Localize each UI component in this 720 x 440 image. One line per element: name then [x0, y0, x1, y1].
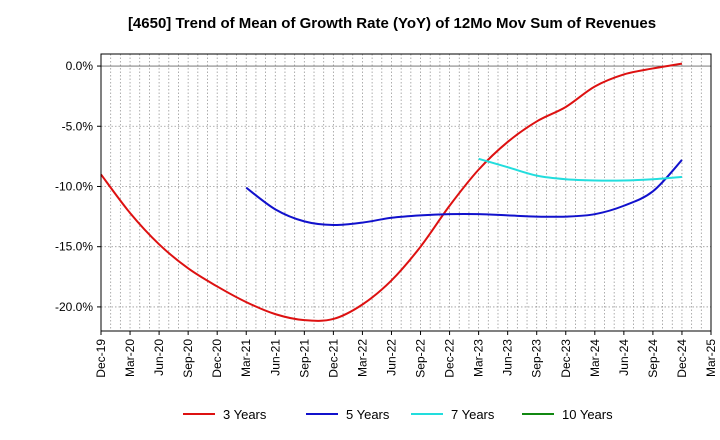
chart-title: [4650] Trend of Mean of Growth Rate (YoY… — [128, 15, 656, 32]
legend-label-7-years: 7 Years — [451, 407, 495, 422]
x-tick-label: Jun-21 — [268, 339, 282, 376]
grid-layer — [101, 54, 711, 331]
legend-label-3-years: 3 Years — [223, 407, 267, 422]
series-layer — [100, 62, 683, 322]
x-tick-label: Jun-23 — [501, 339, 515, 376]
x-tick-label: Jun-20 — [152, 339, 166, 376]
x-tick-label: Mar-25 — [704, 339, 718, 377]
series-line-3-years — [100, 62, 683, 322]
x-tick-label: Sep-21 — [297, 339, 311, 378]
y-tick-label: -15.0% — [55, 240, 93, 254]
y-tick-label: -5.0% — [62, 119, 94, 133]
x-tick-label: Sep-20 — [181, 339, 195, 378]
y-tick-label: 0.0% — [66, 59, 94, 73]
x-tick-label: Sep-22 — [414, 339, 428, 378]
y-tick-label: -20.0% — [55, 300, 93, 314]
legend: 3 Years 5 Years 7 Years 10 Years — [183, 407, 613, 422]
series-line-7-years — [478, 157, 683, 182]
x-tick-label: Mar-22 — [355, 339, 369, 377]
x-tick-label: Dec-24 — [675, 339, 689, 378]
x-tick-label: Mar-24 — [588, 339, 602, 377]
legend-label-10-years: 10 Years — [562, 407, 613, 422]
x-tick-label: Jun-24 — [617, 339, 631, 376]
x-tick-label: Jun-22 — [384, 339, 398, 376]
legend-label-5-years: 5 Years — [346, 407, 390, 422]
x-tick-label: Mar-23 — [472, 339, 486, 377]
plot-frame — [100, 53, 712, 332]
x-axis: Dec-19 Mar-20 Jun-20 Sep-20 Dec-20 Mar-21 Jun-… — [94, 331, 718, 378]
x-tick-label: Dec-20 — [210, 339, 224, 378]
x-tick-label: Sep-23 — [530, 339, 544, 378]
y-tick-label: -10.0% — [55, 179, 93, 193]
x-tick-label: Dec-22 — [443, 339, 457, 378]
x-tick-label: Dec-21 — [326, 339, 340, 378]
x-tick-label: Mar-20 — [123, 339, 137, 377]
x-tick-label: Dec-23 — [559, 339, 573, 378]
x-tick-label: Dec-19 — [94, 339, 108, 378]
x-tick-label: Mar-21 — [239, 339, 253, 377]
y-axis: 0.0% -5.0% -10.0% -15.0% -20.0% — [55, 59, 101, 314]
x-tick-label: Sep-24 — [646, 339, 660, 378]
series-line-5-years — [245, 159, 683, 227]
